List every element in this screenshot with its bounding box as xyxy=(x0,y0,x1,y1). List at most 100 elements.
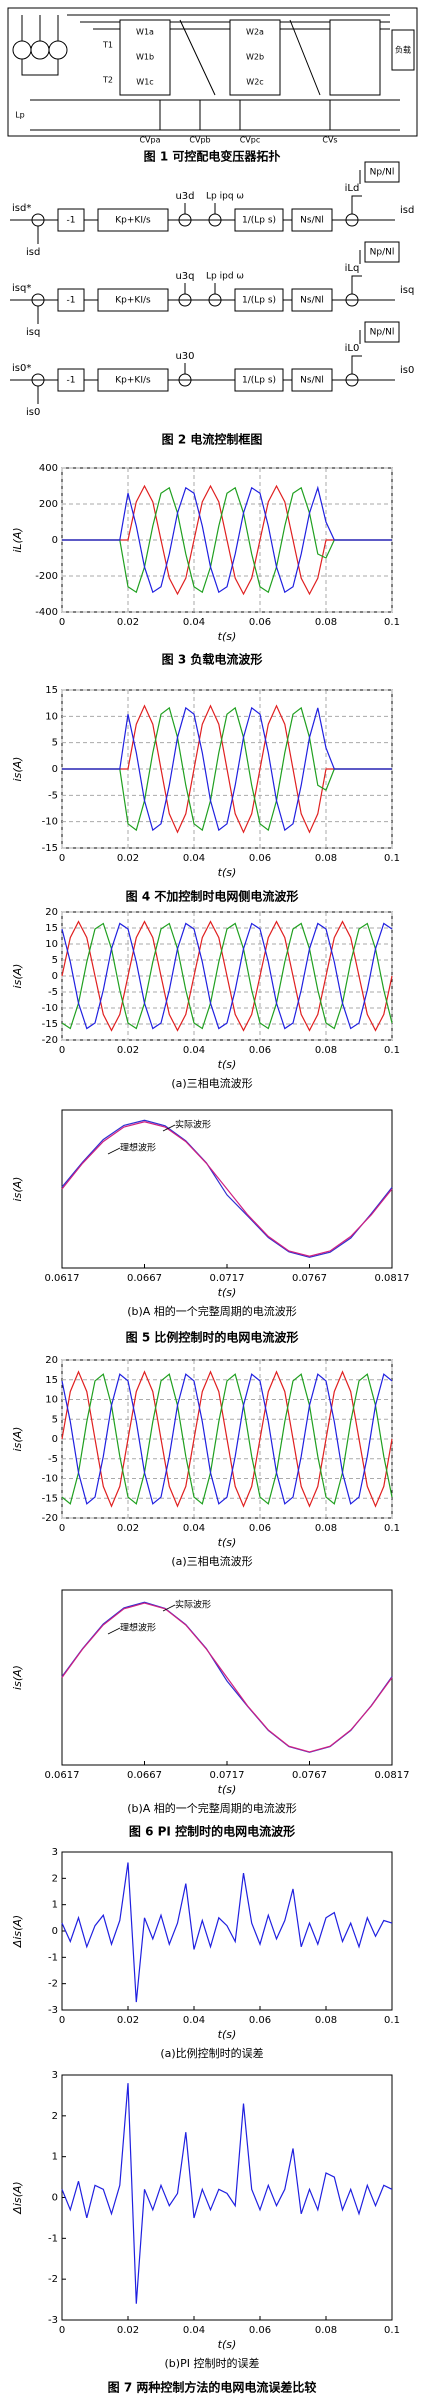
y-tick-label: -5 xyxy=(48,790,58,801)
figure-caption: 图 6 PI 控制时的电网电流波形 xyxy=(129,1824,295,1839)
signal-label: isq xyxy=(26,327,40,338)
block xyxy=(364,161,400,183)
x-tick-label: 0.06 xyxy=(249,2015,271,2026)
sum-junction xyxy=(345,373,359,387)
y-axis-label: iL(A) xyxy=(11,527,24,552)
signal-label: iL0 xyxy=(345,343,360,354)
block-label: Kp+KI/s xyxy=(115,216,151,226)
diagram-label: 负载 xyxy=(395,45,411,55)
x-tick-label: 0.08 xyxy=(315,2325,337,2336)
x-tick-label: 0.06 xyxy=(249,1045,271,1056)
signal-label: Lp ipd ω xyxy=(206,272,244,282)
transformer xyxy=(229,19,281,96)
block xyxy=(364,241,400,263)
x-axis-label: t(s) xyxy=(218,1536,237,1549)
y-tick-label: -3 xyxy=(48,2005,58,2016)
series-line xyxy=(62,485,392,594)
subcaption: (a)三相电流波形 xyxy=(171,1076,252,1090)
annotation-arrow xyxy=(162,1124,176,1132)
y-tick-label: -15 xyxy=(42,1019,58,1030)
block xyxy=(57,208,85,232)
block-label: Np/Nl xyxy=(370,248,395,258)
converter xyxy=(30,99,400,131)
x-tick-label: 0.02 xyxy=(117,2015,139,2026)
y-tick-label: 0 xyxy=(52,1926,58,1937)
subcaption: (b)PI 控制时的误差 xyxy=(165,2356,260,2370)
fig2-diagram: isd* isd -1 Kp+KI/s u3d Lp ipq ω 1/(Lp s) Ns/Nl… xyxy=(10,161,414,418)
y-tick-label: -1 xyxy=(48,1952,58,1963)
block xyxy=(57,368,85,392)
x-axis-label: t(s) xyxy=(218,2028,237,2041)
block-label: Kp+KI/s xyxy=(115,296,151,306)
plot-area xyxy=(61,1851,393,2011)
signal-label: is0* xyxy=(12,363,31,374)
signal-label: iLd xyxy=(345,183,360,194)
signal-label: isq xyxy=(400,285,414,296)
diagram-label: T1 xyxy=(102,41,113,50)
fig1-diagram xyxy=(7,7,418,137)
y-axis-label: Δis(A) xyxy=(11,2181,24,2214)
y-tick-label: -10 xyxy=(42,1474,58,1485)
signal-label: isq* xyxy=(12,283,31,294)
x-tick-label: 0.02 xyxy=(117,617,139,628)
x-tick-label: 0.0767 xyxy=(292,1770,327,1781)
diagram-label: W2a xyxy=(246,28,264,37)
x-axis-label: t(s) xyxy=(218,1058,237,1071)
x-tick-label: 0.02 xyxy=(117,853,139,864)
y-tick-label: -10 xyxy=(42,1003,58,1014)
x-tick-label: 0.0717 xyxy=(210,1273,245,1284)
block-label: Ns/Nl xyxy=(300,296,324,306)
diagram-label: W1b xyxy=(136,53,154,62)
x-tick-label: 0.04 xyxy=(183,2015,205,2026)
x-tick-label: 0.0817 xyxy=(375,1273,410,1284)
y-tick-label: 15 xyxy=(45,685,58,696)
signal-label: u30 xyxy=(175,351,194,362)
block-label: Ns/Nl xyxy=(300,376,324,386)
x-tick-label: 0 xyxy=(59,617,65,628)
y-tick-label: 2 xyxy=(52,2111,58,2122)
x-tick-label: 0.04 xyxy=(183,1523,205,1534)
y-tick-label: 3 xyxy=(52,2070,58,2081)
diagram-label: W1a xyxy=(136,28,154,37)
y-tick-label: 0 xyxy=(52,764,58,775)
sum-junction xyxy=(345,213,359,227)
y-tick-label: 10 xyxy=(45,939,58,950)
x-tick-label: 0.08 xyxy=(315,1045,337,1056)
y-tick-label: 5 xyxy=(52,738,58,749)
signal-label: u3d xyxy=(175,191,194,202)
sum-junction xyxy=(31,373,45,387)
sum-junction xyxy=(345,293,359,307)
diagram-label: W1c xyxy=(136,78,153,87)
x-axis-label: t(s) xyxy=(218,866,237,879)
signal-label: is0 xyxy=(400,365,414,376)
diagram-label: W2b xyxy=(246,53,264,62)
x-tick-label: 0.02 xyxy=(117,1523,139,1534)
x-tick-label: 0.0667 xyxy=(127,1770,162,1781)
figure-caption: 图 2 电流控制框图 xyxy=(162,432,263,447)
x-tick-label: 0.06 xyxy=(249,853,271,864)
block-label: -1 xyxy=(67,296,76,306)
block xyxy=(291,288,333,312)
annotation: 实际波形 xyxy=(175,1599,211,1611)
figure-caption: 图 7 两种控制方法的电网电流误差比较 xyxy=(108,2380,317,2395)
annotation-arrow xyxy=(162,1604,176,1612)
annotation-arrow xyxy=(107,1147,121,1155)
y-axis-label: is(A) xyxy=(11,757,24,782)
signal-line xyxy=(10,170,395,244)
block-label: Np/Nl xyxy=(370,328,395,338)
signal-label: isd* xyxy=(12,203,31,214)
x-axis-label: t(s) xyxy=(218,2338,237,2351)
y-tick-label: 5 xyxy=(52,1414,58,1425)
series-line xyxy=(61,920,393,1032)
x-tick-label: 0.0767 xyxy=(292,1273,327,1284)
y-tick-label: 0 xyxy=(52,535,58,546)
series-line xyxy=(61,1119,393,1258)
block xyxy=(234,208,284,232)
y-tick-label: 0 xyxy=(52,1434,58,1445)
x-tick-label: 0.04 xyxy=(183,853,205,864)
x-tick-label: 0.04 xyxy=(183,617,205,628)
block xyxy=(97,288,169,312)
series-line xyxy=(61,922,393,1030)
transformer xyxy=(329,19,381,96)
block xyxy=(291,368,333,392)
